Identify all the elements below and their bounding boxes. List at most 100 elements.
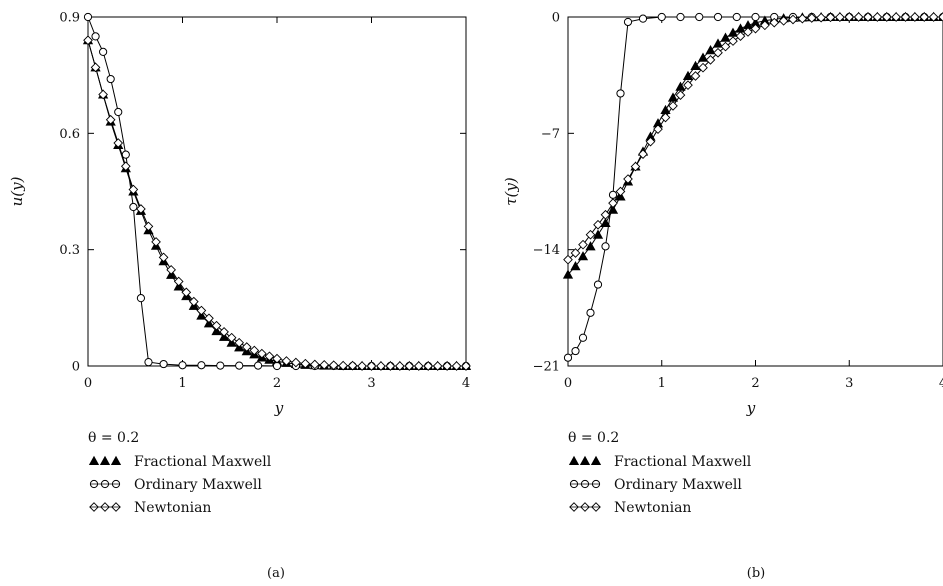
- data-point-newtonian: [128, 184, 139, 195]
- data-point-fractional-maxwell: [667, 92, 679, 102]
- data-point-newtonian: [319, 360, 330, 370]
- data-point-newtonian: [910, 12, 920, 22]
- data-point-newtonian: [788, 14, 798, 25]
- legend-title: θ = 0.2: [568, 430, 619, 446]
- data-point-newtonian: [835, 12, 845, 23]
- chart-panel-b: 0 1 2 3 4 −21 −14 −7 0 y τ(y) θ = 0.2 Fractional Max…: [502, 11, 943, 581]
- y-tick-label: 0.6: [59, 127, 80, 142]
- data-point-newtonian: [816, 12, 826, 23]
- data-point-newtonian: [728, 36, 738, 46]
- data-point-fractional-maxwell: [690, 60, 701, 71]
- series-line-ordinary-maxwell: [87, 16, 466, 367]
- data-point-newtonian: [442, 361, 452, 371]
- data-point-newtonian: [638, 149, 648, 159]
- data-point-newtonian: [328, 360, 339, 371]
- data-point-newtonian: [938, 12, 943, 22]
- series-group: [562, 11, 943, 362]
- data-point-newtonian: [872, 12, 883, 22]
- legend-marker-newtonian: [89, 502, 121, 512]
- legend-symbol: [110, 455, 122, 465]
- data-point-newtonian: [806, 13, 817, 23]
- data-point-ordinary-maxwell: [608, 190, 618, 199]
- data-point-ordinary-maxwell: [732, 12, 741, 22]
- data-point-newtonian: [928, 12, 939, 22]
- x-tick-label: 4: [939, 376, 943, 391]
- data-point-ordinary-maxwell: [571, 346, 580, 356]
- data-point-newtonian: [241, 342, 252, 352]
- data-point-newtonian: [630, 161, 641, 172]
- x-tick-label: 1: [178, 376, 186, 391]
- series-group: [82, 12, 472, 371]
- data-point-newtonian: [778, 15, 789, 26]
- data-point-newtonian: [234, 337, 245, 348]
- data-point-ordinary-maxwell: [144, 358, 153, 367]
- data-point-newtonian: [713, 47, 723, 58]
- data-point-newtonian: [385, 361, 396, 371]
- data-point-newtonian: [461, 361, 471, 371]
- panel-caption: (b): [747, 566, 765, 581]
- legend-label-ordinary-maxwell: Ordinary Maxwell: [614, 477, 742, 493]
- data-point-ordinary-maxwell: [83, 12, 93, 22]
- legend-label-ordinary-maxwell: Ordinary Maxwell: [134, 477, 262, 493]
- legend-marker-fractional-maxwell: [568, 455, 602, 465]
- data-point-newtonian: [698, 62, 708, 73]
- data-point-newtonian: [166, 264, 176, 275]
- data-point-ordinary-maxwell: [216, 361, 225, 370]
- data-point-ordinary-maxwell: [713, 12, 723, 22]
- data-point-ordinary-maxwell: [657, 12, 666, 22]
- data-point-ordinary-maxwell: [676, 12, 685, 22]
- series-line-newtonian: [87, 40, 466, 367]
- y-tick-label: 0.3: [59, 243, 80, 258]
- data-point-newtonian: [291, 357, 301, 368]
- data-point-ordinary-maxwell: [272, 361, 282, 371]
- data-point-newtonian: [705, 55, 716, 65]
- y-axis-label: τ(y): [502, 177, 520, 206]
- data-point-newtonian: [900, 12, 911, 22]
- data-point-fractional-maxwell: [705, 45, 716, 55]
- data-point-ordinary-maxwell: [106, 74, 115, 84]
- data-point-newtonian: [404, 361, 415, 371]
- x-axis-label: y: [746, 399, 756, 417]
- data-point-newtonian: [300, 358, 311, 369]
- x-tick-label: 1: [658, 376, 666, 391]
- data-point-ordinary-maxwell: [601, 242, 610, 251]
- x-tick-label: 0: [84, 376, 92, 391]
- data-point-newtonian: [735, 31, 746, 41]
- data-point-newtonian: [600, 209, 611, 220]
- y-tick-label: 0: [552, 11, 560, 26]
- data-point-fractional-maxwell: [682, 70, 694, 80]
- data-point-fractional-maxwell: [675, 81, 686, 91]
- data-point-newtonian: [919, 12, 930, 22]
- legend-marker-ordinary-maxwell: [569, 479, 601, 489]
- data-point-ordinary-maxwell: [593, 280, 603, 289]
- data-point-newtonian: [797, 13, 808, 24]
- plot-frame: [87, 16, 467, 367]
- data-point-ordinary-maxwell: [751, 12, 760, 22]
- y-tick-label: −7: [541, 127, 560, 142]
- data-point-newtonian: [683, 80, 693, 90]
- legend-symbol: [88, 455, 100, 465]
- data-point-newtonian: [226, 332, 237, 343]
- data-point-newtonian: [750, 23, 761, 34]
- legend-marker-ordinary-maxwell: [89, 479, 121, 489]
- data-point-newtonian: [83, 35, 93, 46]
- legend-symbol: [99, 455, 111, 465]
- data-point-ordinary-maxwell: [99, 47, 108, 57]
- data-point-fractional-maxwell: [211, 325, 222, 336]
- legend-symbol: [590, 455, 602, 465]
- data-point-newtonian: [720, 41, 731, 52]
- legend-marker-fractional-maxwell: [88, 455, 122, 465]
- data-point-ordinary-maxwell: [586, 308, 595, 317]
- data-point-newtonian: [257, 348, 267, 359]
- data-point-newtonian: [645, 136, 656, 147]
- data-point-newtonian: [825, 12, 836, 23]
- data-point-newtonian: [844, 12, 855, 22]
- legend-symbol: [568, 455, 580, 465]
- data-point-newtonian: [563, 254, 573, 265]
- data-point-newtonian: [264, 351, 275, 362]
- legend-label-fractional-maxwell: Fractional Maxwell: [614, 454, 752, 470]
- y-tick-label: −21: [533, 360, 560, 375]
- data-point-newtonian: [120, 161, 131, 172]
- data-point-newtonian: [151, 237, 161, 247]
- data-point-fractional-maxwell: [570, 261, 581, 271]
